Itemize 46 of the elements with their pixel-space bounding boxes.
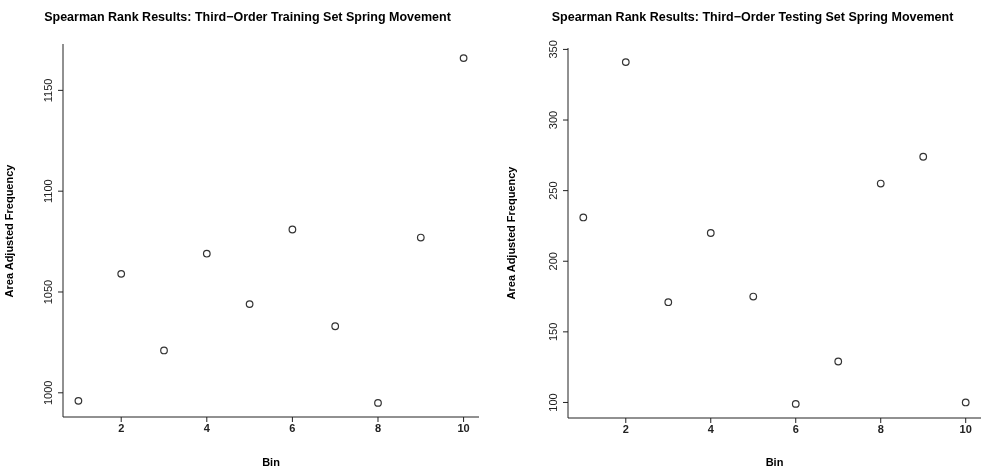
point	[876, 179, 885, 188]
y-axis-title: Area Adjusted Frequency	[3, 164, 15, 297]
y-tick-label: 300	[547, 110, 559, 130]
x-tick-label: 8	[374, 421, 382, 434]
point	[706, 229, 715, 237]
chart-title: Spearman Rank Results: Third−Order Training Set Spring Movement	[43, 10, 452, 24]
point	[288, 225, 297, 234]
point	[117, 269, 126, 278]
x-tick-label: 10	[959, 422, 972, 435]
chart-title: Spearman Rank Results: Third−Order Testing Set Spring Movement	[550, 10, 955, 24]
x-tick-label: 6	[289, 421, 296, 434]
x-tick-label: 4	[203, 421, 211, 434]
y-tick-label: 1050	[42, 279, 54, 305]
point	[919, 152, 928, 161]
point	[791, 399, 800, 408]
x-tick-label: 6	[792, 422, 799, 435]
y-tick-label: 1150	[42, 78, 54, 103]
x-tick-label: 10	[457, 421, 470, 434]
x-tick-label: 8	[877, 422, 884, 435]
point	[459, 54, 468, 63]
point	[579, 213, 588, 222]
point	[245, 300, 254, 308]
point	[961, 398, 970, 407]
y-tick-label: 250	[547, 181, 559, 200]
y-tick-label: 200	[547, 252, 559, 271]
point	[834, 357, 843, 366]
point	[374, 398, 382, 407]
x-tick-label: 2	[622, 422, 629, 435]
x-tick-label: 4	[707, 422, 715, 435]
point	[331, 322, 340, 331]
point	[664, 298, 673, 307]
x-axis-title: Bin	[764, 456, 785, 468]
y-tick-label: 1000	[42, 380, 54, 406]
point	[749, 292, 758, 301]
y-tick-label: 350	[547, 40, 559, 59]
x-axis-title: Bin	[261, 456, 281, 468]
point	[202, 249, 211, 258]
y-tick-label: 150	[547, 322, 559, 342]
x-tick-label: 2	[118, 421, 125, 434]
y-tick-label: 100	[547, 393, 559, 412]
point	[160, 346, 168, 355]
point	[416, 233, 425, 242]
y-tick-label: 1100	[42, 179, 54, 204]
point	[621, 58, 630, 67]
y-axis-title: Area Adjusted Frequency	[505, 166, 517, 300]
point	[74, 396, 83, 405]
